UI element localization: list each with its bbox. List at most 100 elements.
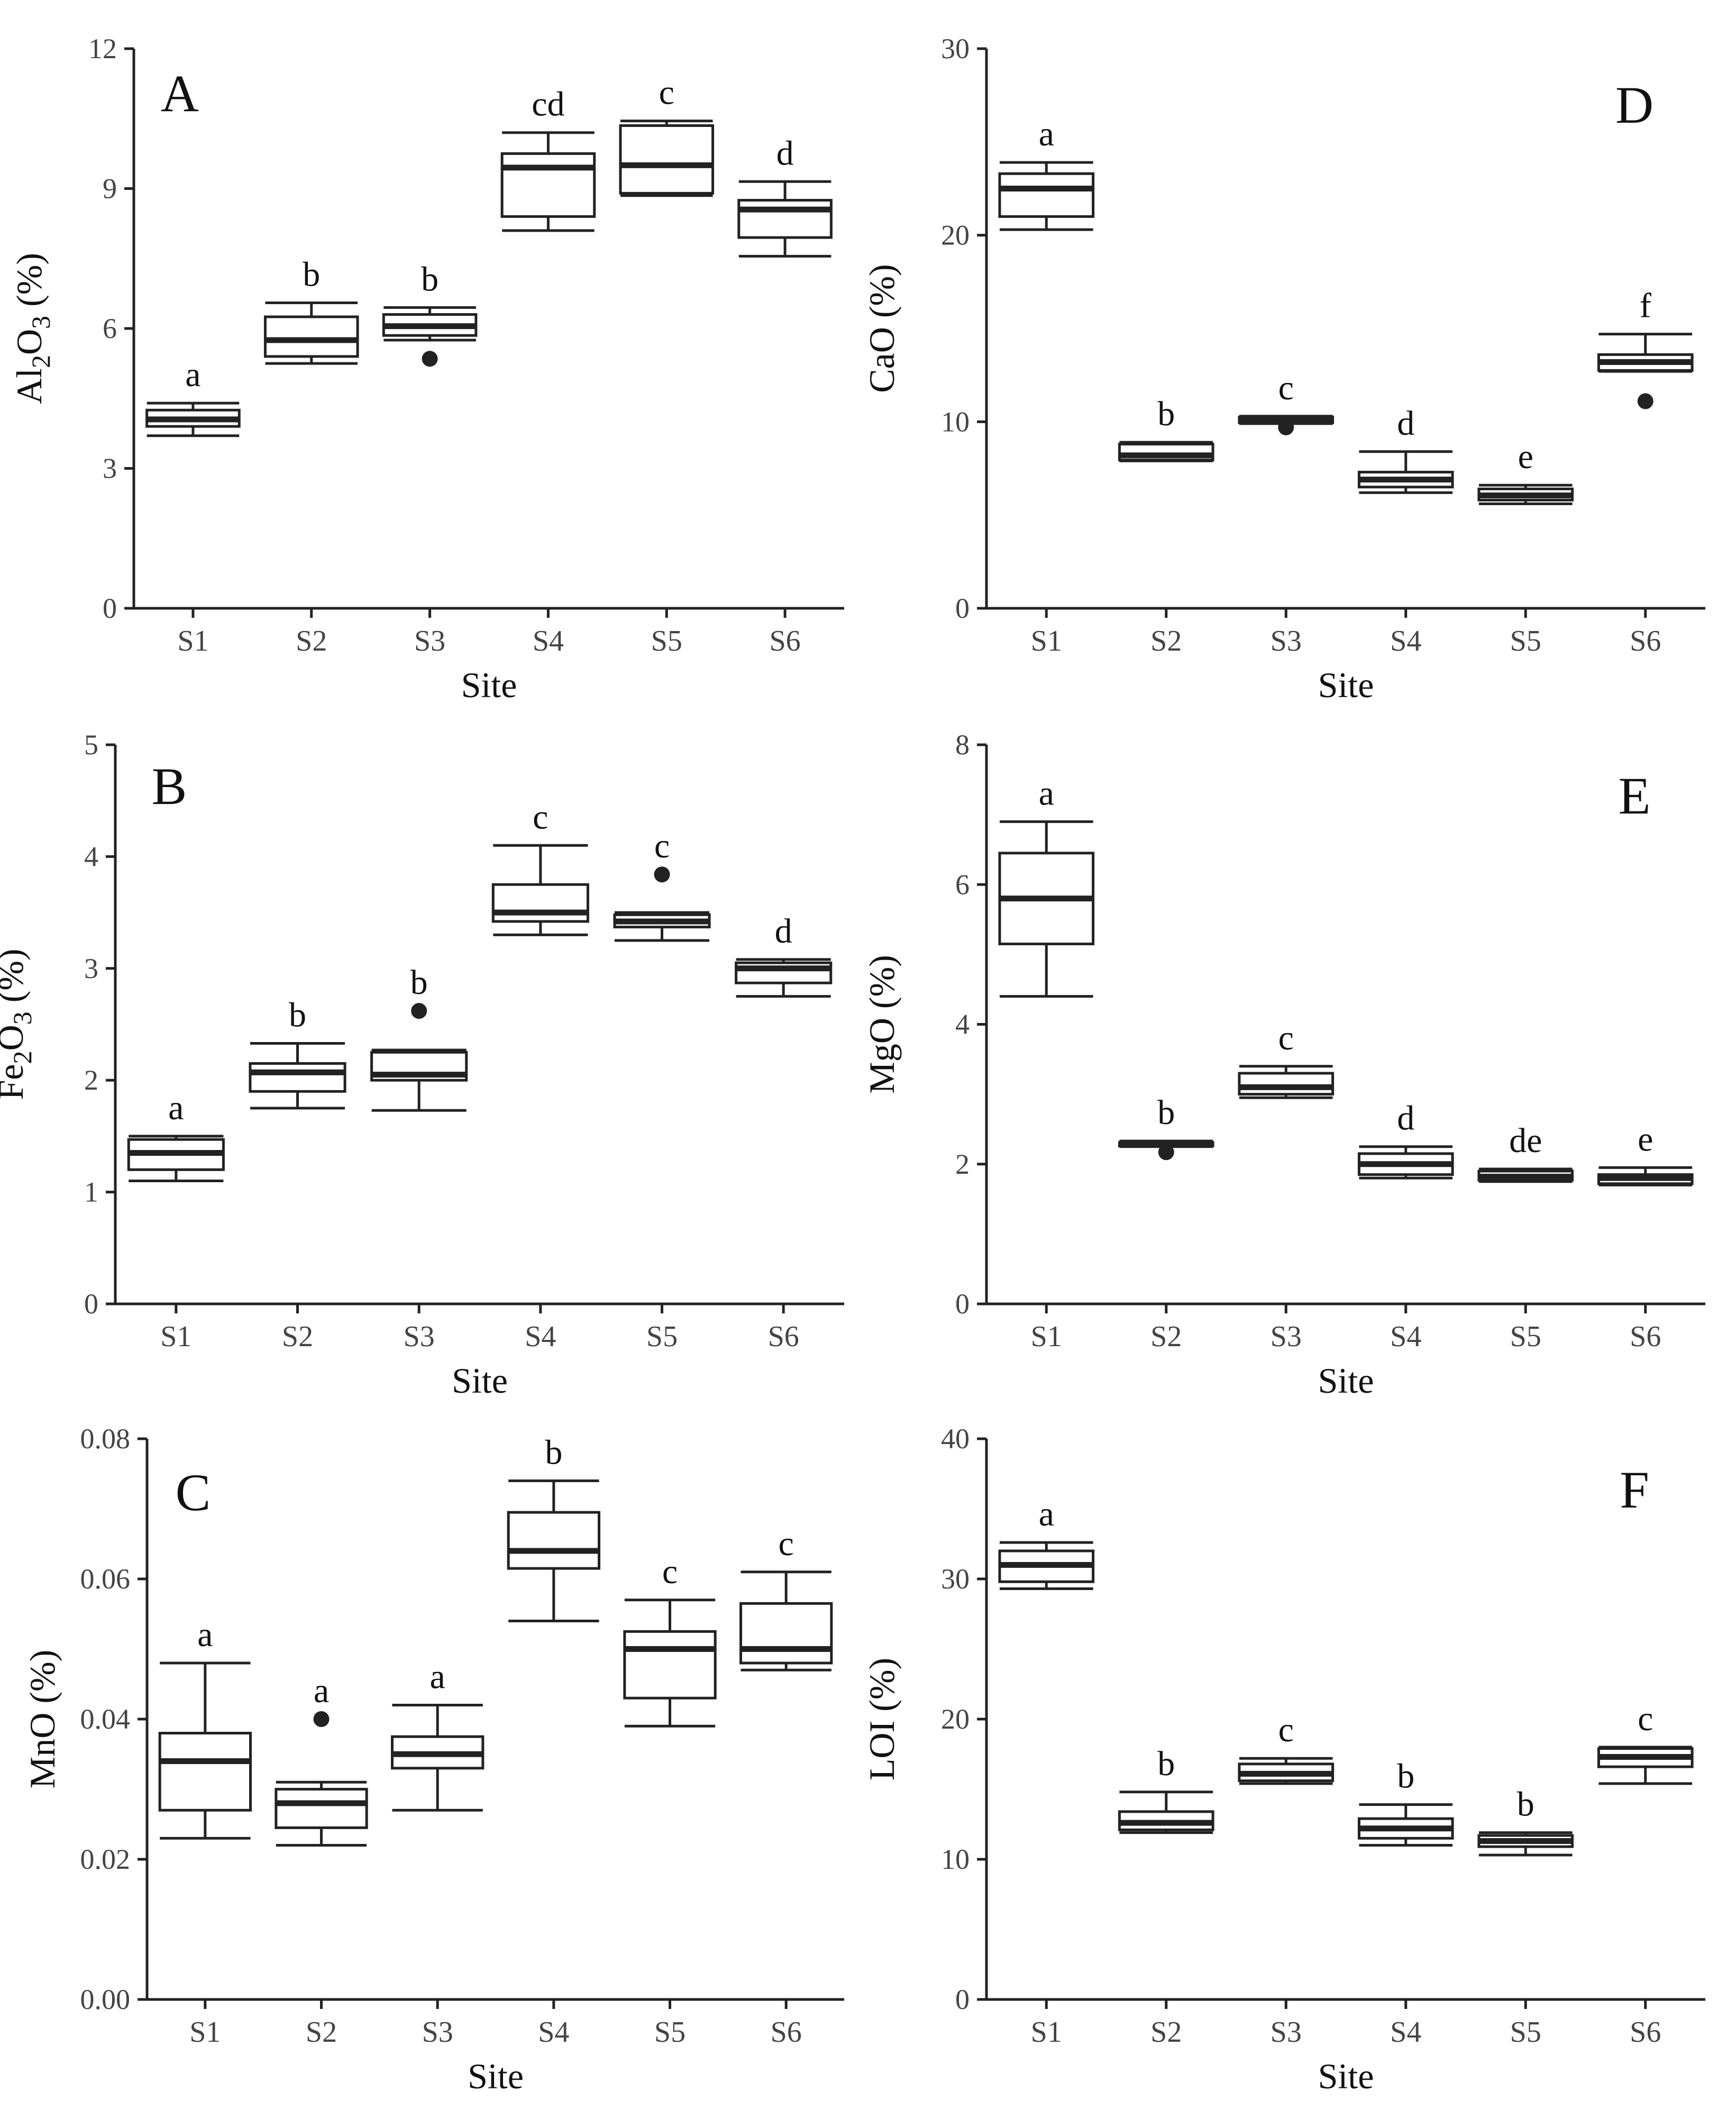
box-s4: b — [507, 1433, 601, 1622]
box-s3: b — [370, 963, 468, 1112]
box-s2: b — [1118, 1093, 1214, 1161]
x-axis-title: Site — [1318, 2056, 1374, 2096]
box-s3: c — [1238, 1019, 1335, 1099]
group-letter: e — [1518, 437, 1533, 476]
y-axis-title: LOI (%) — [862, 1658, 902, 1780]
box-s2: b — [1118, 1744, 1214, 1834]
box-iqr — [263, 315, 359, 358]
group-letter: a — [314, 1671, 329, 1710]
y-tick-label: 0 — [955, 1288, 970, 1320]
group-letter: c — [662, 1552, 678, 1591]
x-tick-label: S5 — [1510, 625, 1541, 657]
y-tick-label: 0 — [955, 592, 970, 624]
x-tick-label: S4 — [538, 2016, 569, 2049]
x-tick-label: S4 — [533, 625, 564, 657]
box-s5: e — [1477, 437, 1574, 506]
outlier-point — [1278, 419, 1294, 435]
box-s2: b — [1118, 395, 1214, 462]
y-tick-label: 3 — [103, 453, 117, 485]
y-tick-label: 20 — [941, 1703, 970, 1735]
y-tick-label: 0 — [84, 1288, 98, 1320]
group-letter: de — [1509, 1121, 1542, 1160]
group-letter: c — [1278, 369, 1294, 407]
group-letter: cd — [532, 85, 564, 124]
group-letter: c — [1638, 1700, 1653, 1738]
y-tick-label: 20 — [941, 220, 970, 251]
box-iqr — [737, 199, 833, 239]
y-tick-label: 9 — [103, 173, 117, 205]
x-tick-label: S4 — [525, 1320, 556, 1353]
x-tick-label: S2 — [296, 625, 327, 657]
group-letter: d — [776, 134, 794, 172]
x-tick-label: S1 — [1031, 625, 1062, 657]
x-tick-label: S1 — [177, 625, 208, 657]
y-tick-label: 4 — [955, 1009, 970, 1040]
group-letter: b — [1157, 1744, 1175, 1783]
group-letter: e — [1638, 1120, 1653, 1158]
group-letter: b — [289, 995, 306, 1034]
panel-letter: C — [176, 1463, 211, 1522]
y-tick-label: 8 — [955, 729, 970, 761]
group-letter: a — [1039, 774, 1054, 812]
x-tick-label: S2 — [1150, 1320, 1182, 1353]
group-letter: c — [659, 74, 674, 112]
x-axis-title: Site — [452, 1360, 508, 1401]
group-letter: a — [197, 1615, 213, 1654]
y-tick-label: 0.00 — [80, 1984, 131, 2015]
group-letter: b — [1157, 1093, 1175, 1132]
x-tick-label: S4 — [1390, 2016, 1421, 2049]
y-tick-label: 10 — [941, 406, 970, 437]
x-tick-label: S2 — [1150, 625, 1182, 657]
group-letter: a — [168, 1089, 184, 1127]
y-axis-title: MnO (%) — [22, 1650, 62, 1789]
x-tick-label: S6 — [771, 2016, 802, 2049]
box-s6: d — [737, 134, 833, 258]
y-tick-label: 0 — [955, 1984, 970, 2015]
box-s3: c — [1238, 369, 1335, 435]
y-tick-label: 6 — [103, 313, 117, 344]
box-s1: a — [998, 1495, 1095, 1591]
panel-f: 0 10 20 30 40 S1 S2 S3 S4 S5 S6 Site LOI (%) Fa b c b b c — [862, 1423, 1705, 2096]
box-s6: d — [735, 912, 833, 998]
box-s1: a — [998, 115, 1095, 231]
group-letter: d — [1397, 404, 1414, 443]
box-s2: a — [275, 1671, 368, 1847]
group-letter: d — [1397, 1099, 1414, 1138]
y-axis-title: MgO (%) — [862, 955, 902, 1094]
box-iqr — [249, 1062, 346, 1093]
outlier-point — [654, 866, 670, 883]
group-letter: b — [1517, 1785, 1534, 1824]
x-tick-label: S4 — [1390, 625, 1421, 657]
x-tick-label: S6 — [1630, 1320, 1661, 1353]
box-s6: e — [1597, 1120, 1694, 1186]
x-axis-title: Site — [468, 2056, 524, 2096]
x-tick-label: S3 — [1271, 1320, 1302, 1353]
group-letter: b — [1157, 395, 1175, 433]
y-tick-label: 4 — [84, 841, 98, 872]
panel-letter: B — [152, 757, 187, 816]
panel-e: 0 2 4 6 8 S1 S2 S3 S4 S5 S6 Site MgO (%) Ea b c d de e — [862, 729, 1705, 1401]
y-tick-label: 2 — [84, 1064, 98, 1096]
box-s4: c — [491, 798, 589, 936]
panel-letter: D — [1615, 76, 1653, 134]
box-iqr — [491, 883, 589, 923]
x-tick-label: S5 — [651, 625, 682, 657]
y-tick-label: 12 — [88, 33, 117, 65]
box-iqr — [275, 1788, 368, 1829]
box-iqr — [500, 152, 596, 218]
y-tick-label: 40 — [941, 1423, 970, 1455]
panel-letter: E — [1618, 766, 1650, 825]
y-tick-label: 0.02 — [80, 1843, 131, 1875]
y-tick-label: 10 — [941, 1843, 970, 1875]
box-iqr — [739, 1602, 833, 1665]
y-tick-label: 30 — [941, 33, 970, 65]
group-letter: a — [1039, 1495, 1054, 1533]
y-tick-label: 0 — [103, 592, 117, 624]
box-s4: cd — [500, 85, 596, 232]
box-s1: a — [145, 355, 241, 437]
group-letter: a — [430, 1658, 445, 1696]
box-s4: d — [1357, 1099, 1454, 1180]
group-letter: c — [1278, 1019, 1294, 1057]
box-iqr — [158, 1732, 252, 1812]
box-s3: b — [382, 260, 478, 367]
